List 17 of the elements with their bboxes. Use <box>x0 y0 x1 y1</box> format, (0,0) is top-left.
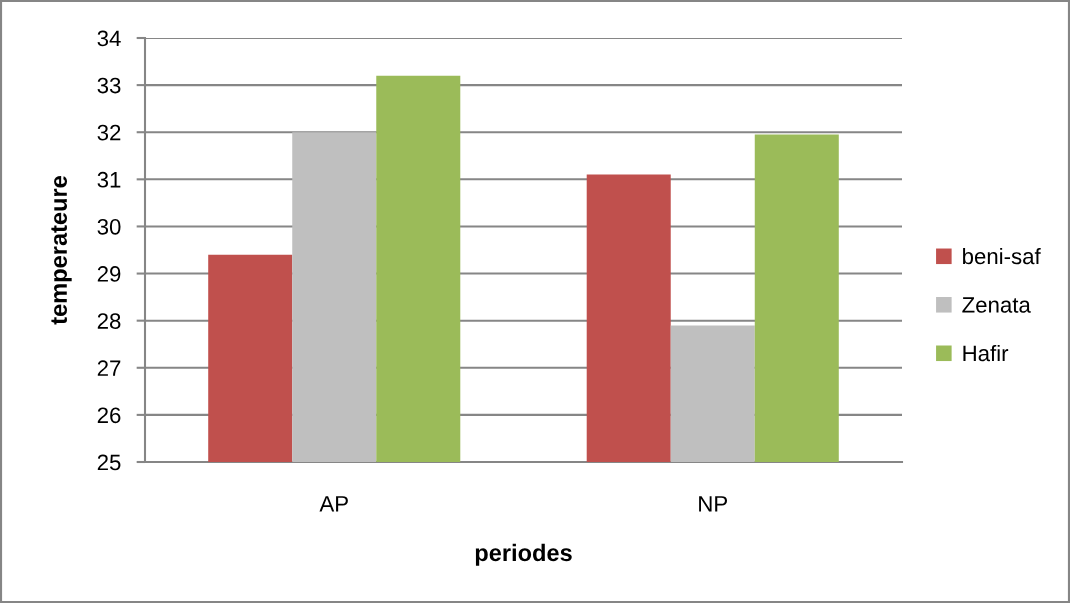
x-axis-title: periodes <box>475 543 572 566</box>
y-tick-label: 27 <box>97 360 121 376</box>
y-tick-label: 33 <box>97 77 121 94</box>
x-tick-label: AP <box>319 496 348 512</box>
y-tick-label: 25 <box>97 454 121 471</box>
legend-label: Zenata <box>962 297 1031 313</box>
y-tick-label: 26 <box>97 407 121 424</box>
y-axis-title: temperateure <box>51 176 72 325</box>
x-tick-label: NP <box>699 496 728 512</box>
y-tick-label: 34 <box>97 30 121 47</box>
legend-label: beni-saf <box>963 247 1041 265</box>
y-tick-label: 32 <box>97 124 121 141</box>
y-tick-label: 28 <box>97 313 121 329</box>
y-tick-label: 30 <box>97 218 121 235</box>
legend-label: Hafir <box>963 344 1009 362</box>
y-tick-label: 29 <box>97 266 121 282</box>
y-tick-label: 31 <box>97 171 121 188</box>
